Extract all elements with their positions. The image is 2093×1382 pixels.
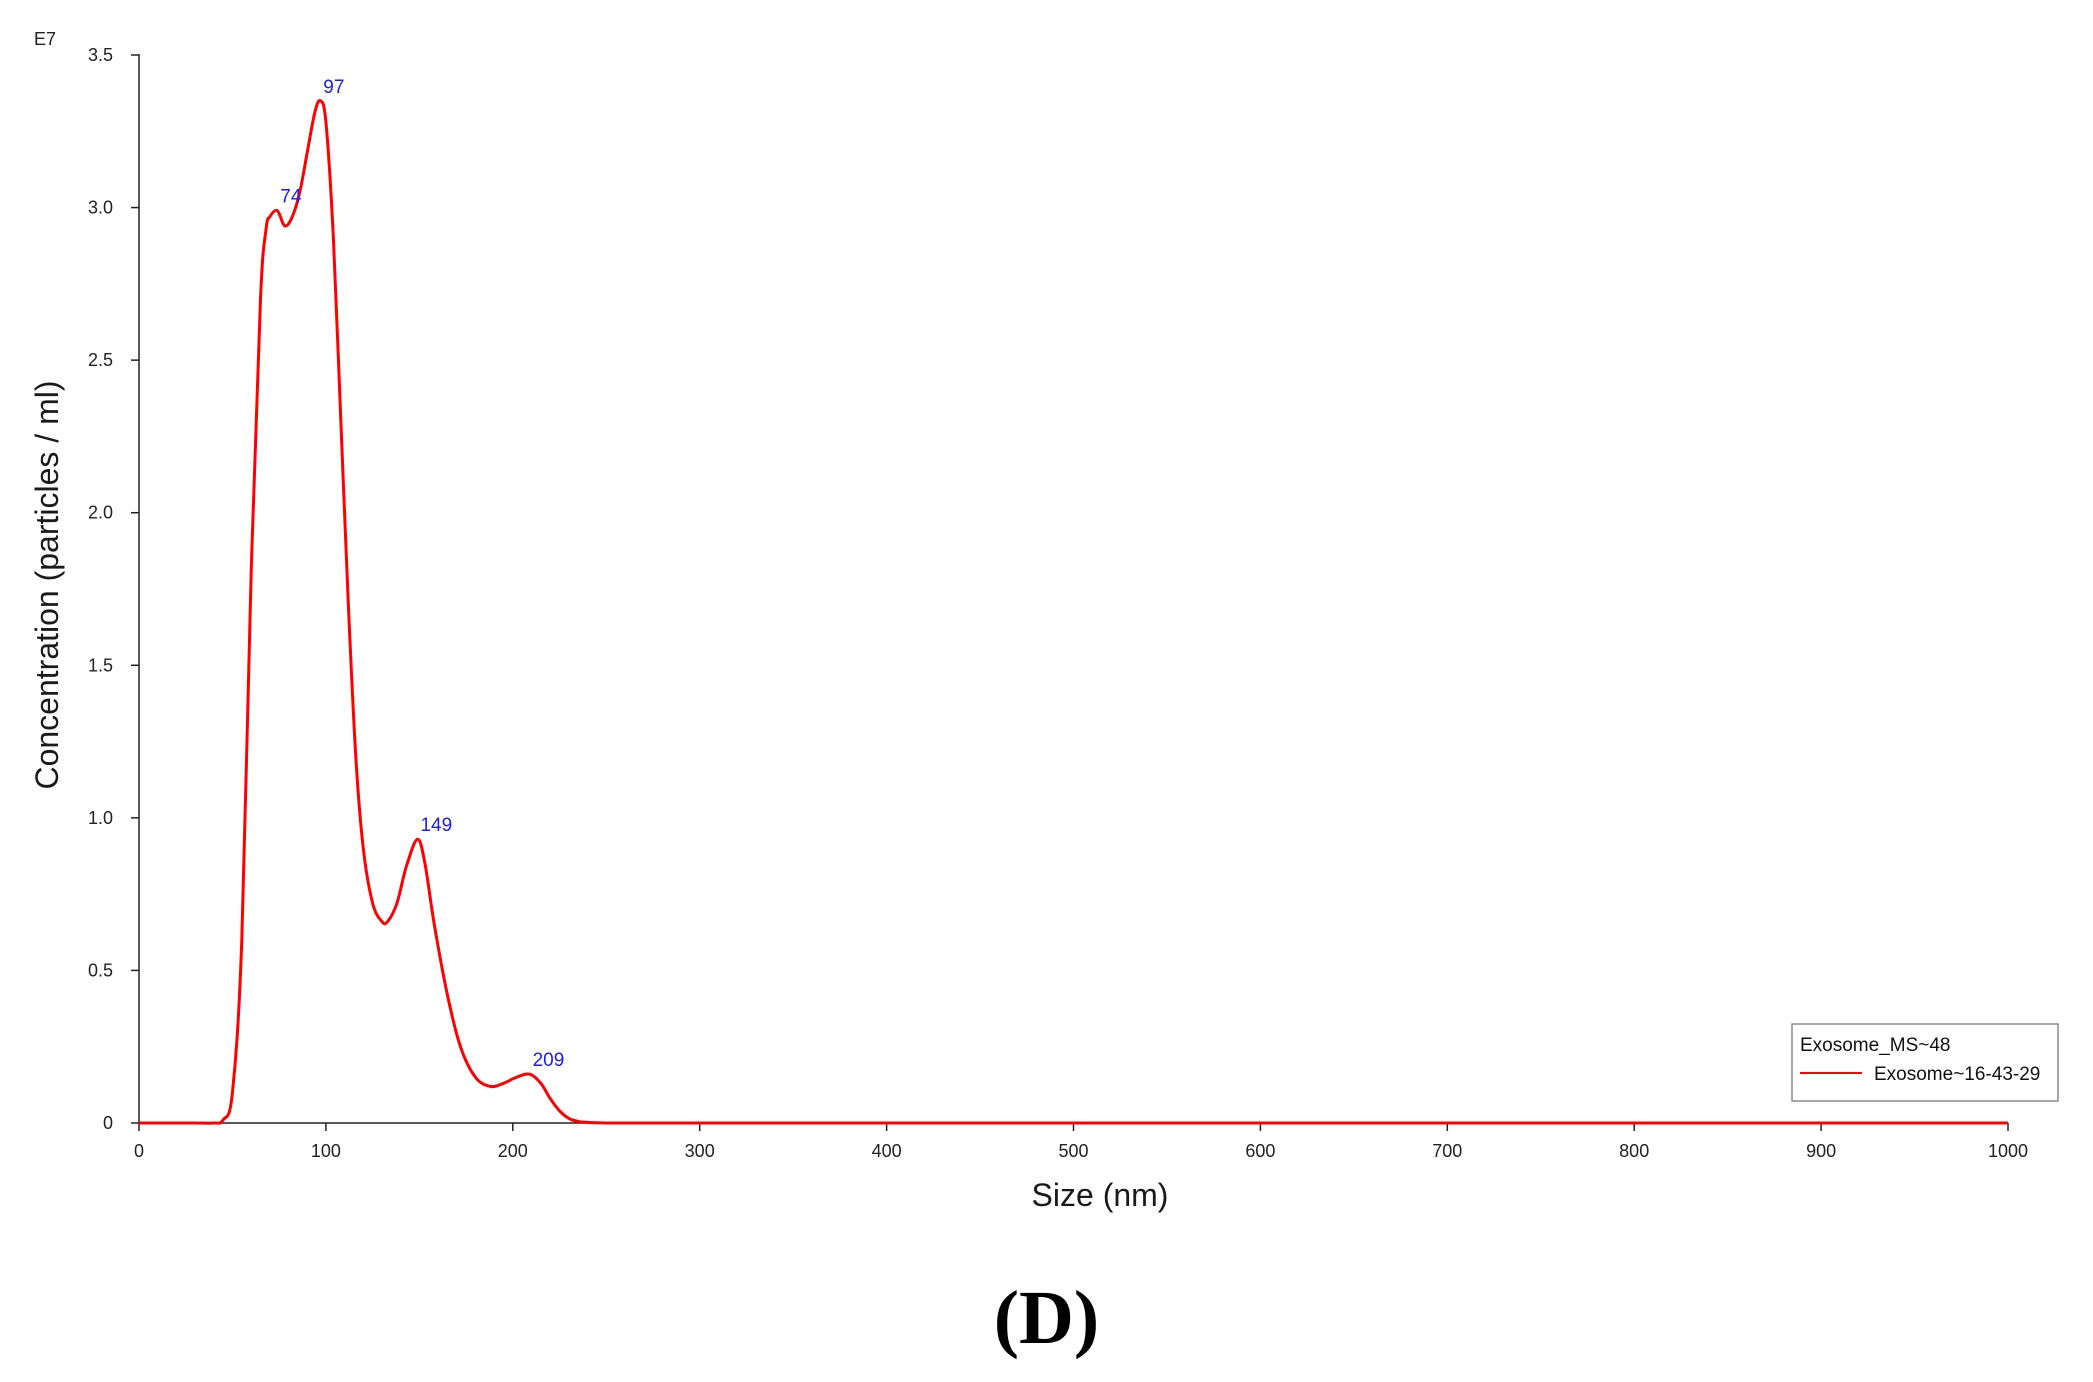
x-axis-title: Size (nm) [1032, 1177, 1169, 1213]
y-tick-label: 1.5 [88, 655, 113, 675]
series-line [138, 99, 2008, 1125]
x-tick-label: 800 [1619, 1141, 1649, 1161]
peak-label: 74 [280, 187, 302, 208]
peak-label: 149 [420, 815, 452, 836]
y-exponent-label: E7 [34, 29, 56, 49]
x-tick-label: 1000 [1988, 1141, 2028, 1161]
x-tick-label: 600 [1245, 1141, 1275, 1161]
y-tick-label: 3.0 [88, 198, 113, 218]
y-tick-label: 1.0 [88, 808, 113, 828]
legend: Exosome_MS~48 Exosome~16-43-29 [1791, 1023, 2059, 1102]
x-axis-ticks: 0 100 200 300 400 500 600 700 800 900 1000 [134, 1123, 2028, 1161]
x-tick-label: 900 [1806, 1141, 1836, 1161]
peak-label: 209 [533, 1050, 565, 1071]
x-tick-label: 0 [134, 1141, 144, 1161]
x-tick-label: 100 [311, 1141, 341, 1161]
peak-label: 97 [323, 77, 344, 98]
peak-labels: 74 97 149 209 [280, 77, 564, 1071]
legend-title: Exosome_MS~48 [1800, 1035, 1951, 1056]
y-axis-ticks: 0 0.5 1.0 1.5 2.0 2.5 3.0 3.5 [88, 45, 139, 1133]
legend-box [1791, 1023, 2059, 1102]
x-tick-label: 700 [1432, 1141, 1462, 1161]
x-tick-label: 200 [498, 1141, 528, 1161]
x-tick-label: 400 [872, 1141, 902, 1161]
y-tick-label: 2.5 [88, 350, 113, 370]
y-tick-label: 0 [103, 1113, 113, 1133]
axes [138, 54, 2008, 1124]
y-axis-title: Concentration (particles / ml) [29, 380, 65, 789]
x-tick-label: 300 [685, 1141, 715, 1161]
y-tick-label: 2.0 [88, 503, 113, 523]
series-layer [138, 99, 2008, 1125]
figure-caption: (D) [993, 1276, 1100, 1360]
legend-entry-label: Exosome~16-43-29 [1874, 1064, 2040, 1085]
x-tick-label: 500 [1058, 1141, 1088, 1161]
y-tick-label: 3.5 [88, 45, 113, 65]
y-tick-label: 0.5 [88, 960, 113, 980]
